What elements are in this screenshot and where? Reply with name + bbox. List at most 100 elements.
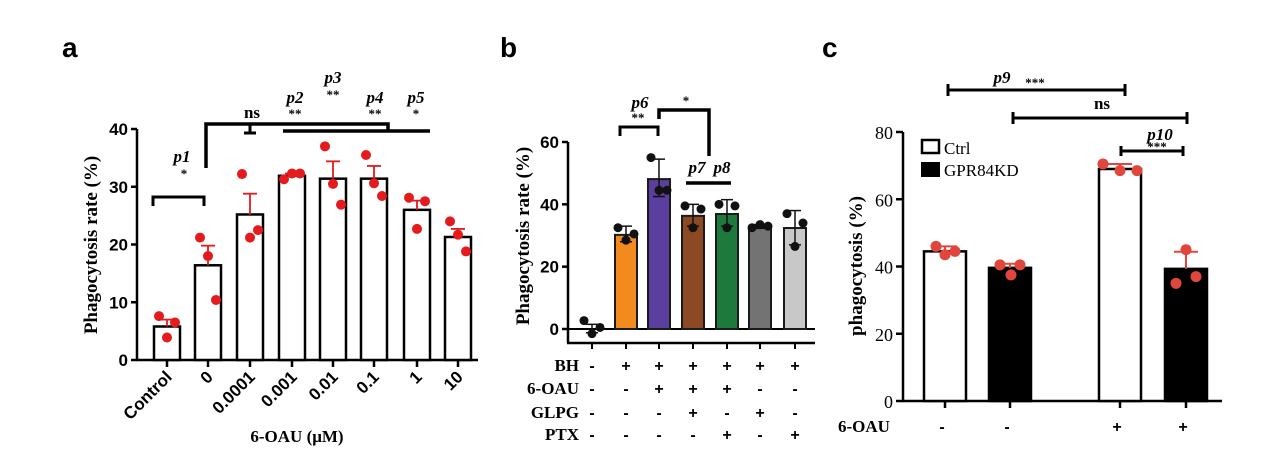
data-point-a xyxy=(453,229,463,240)
y-axis-label-c: phagocytosis (%) xyxy=(846,196,867,336)
data-point-b xyxy=(680,201,690,211)
condition-sign-b: - xyxy=(792,405,797,422)
sig-stars-b: * xyxy=(683,93,690,108)
condition-sign-b: + xyxy=(790,427,799,444)
bracket-ns-a xyxy=(244,124,256,135)
bar-b xyxy=(614,233,638,330)
y-tick-label-c: 40 xyxy=(875,258,893,278)
y-tick-label-c: 80 xyxy=(875,123,893,143)
data-point-a xyxy=(162,332,172,343)
y-tick-label-a: 40 xyxy=(109,120,128,139)
data-point-b xyxy=(579,316,589,326)
data-point-c xyxy=(1097,158,1109,170)
y-tick-label-c: 20 xyxy=(875,325,893,345)
sig-stars-p9: *** xyxy=(1025,75,1045,90)
sig-ns-c: ns xyxy=(1094,94,1110,113)
panel-label-b: b xyxy=(500,32,517,63)
data-point-c xyxy=(1180,244,1192,256)
data-point-a xyxy=(295,168,305,179)
sig-label-a: p5 xyxy=(406,88,426,107)
x-tick-label-a: 0.001 xyxy=(257,367,301,411)
data-point-c xyxy=(1005,269,1017,281)
condition-sign-c: - xyxy=(1004,419,1009,436)
data-point-a xyxy=(445,216,455,227)
sig-label-p6: p6 xyxy=(630,93,650,112)
data-point-b xyxy=(613,223,623,233)
sig-stars-p10: *** xyxy=(1147,139,1167,154)
condition-sign-b: + xyxy=(621,358,630,375)
bar-c xyxy=(922,250,968,403)
data-point-a xyxy=(320,141,330,152)
bar-c xyxy=(987,266,1033,403)
condition-sign-b: - xyxy=(589,405,594,422)
sig-stars-p6: ** xyxy=(632,110,645,125)
data-point-a xyxy=(377,190,387,201)
data-point-b xyxy=(790,241,800,251)
condition-sign-b: - xyxy=(623,427,628,444)
data-point-b xyxy=(688,223,698,233)
data-point-b xyxy=(595,322,605,332)
sig-label-p1: p1 xyxy=(172,147,191,166)
bracket-ns-c xyxy=(1011,112,1189,124)
bracket-star-b xyxy=(657,108,711,156)
condition-sign-b: + xyxy=(688,381,697,398)
legend-label-ctrl: Ctrl xyxy=(944,139,971,158)
condition-label-b: GLPG xyxy=(531,403,579,422)
sig-stars-a: * xyxy=(413,106,420,121)
condition-sign-b: - xyxy=(757,381,762,398)
bar-a xyxy=(152,325,182,362)
data-point-c xyxy=(1170,277,1182,289)
sig-label-p9: p9 xyxy=(992,68,1012,87)
condition-sign-b: - xyxy=(623,405,628,422)
y-tick-label-a: 10 xyxy=(109,293,128,312)
data-point-c xyxy=(949,245,961,257)
data-point-b xyxy=(747,223,757,233)
condition-sign-c: - xyxy=(939,419,944,436)
data-point-c xyxy=(939,249,951,261)
sig-label-p7: p7 xyxy=(687,158,708,177)
condition-sign-b: - xyxy=(656,405,661,422)
data-point-b xyxy=(696,204,706,214)
y-tick-label-c: 0 xyxy=(884,392,893,412)
condition-sign-b: + xyxy=(790,358,799,375)
condition-sign-b: - xyxy=(656,427,661,444)
data-point-b xyxy=(714,199,724,209)
condition-sign-b: + xyxy=(755,358,764,375)
condition-sign-b: - xyxy=(589,427,594,444)
data-point-a xyxy=(336,199,346,210)
condition-sign-b: - xyxy=(589,358,594,375)
data-point-b xyxy=(621,235,631,245)
bar-a xyxy=(359,177,389,362)
condition-sign-b: - xyxy=(792,381,797,398)
condition-sign-c: + xyxy=(1112,419,1121,436)
y-tick-label-c: 60 xyxy=(875,190,893,210)
y-tick-label-b: 20 xyxy=(540,258,559,277)
y-tick-label-b: 60 xyxy=(540,133,559,152)
condition-sign-b: + xyxy=(688,405,697,422)
data-point-b xyxy=(722,223,732,233)
bar-a xyxy=(277,174,307,362)
bar-b xyxy=(748,225,772,330)
data-point-b xyxy=(782,209,792,219)
data-point-c xyxy=(1014,259,1026,271)
sig-stars-a: ** xyxy=(369,106,382,121)
data-point-a xyxy=(328,178,338,189)
condition-label-b: 6-OAU xyxy=(527,379,579,398)
data-point-c xyxy=(1190,271,1202,283)
x-tick-label-a: 0.0001 xyxy=(209,367,259,417)
sig-ns-a: ns xyxy=(244,103,260,122)
x-tick-label-a: 0 xyxy=(197,367,217,387)
data-point-a xyxy=(245,232,255,243)
bracket-p9 xyxy=(946,84,1127,96)
data-point-a xyxy=(203,251,213,262)
y-tick-label-a: 0 xyxy=(119,351,128,370)
y-tick-label-b: 0 xyxy=(550,320,559,339)
data-point-b xyxy=(646,153,656,163)
panel-label-c: c xyxy=(822,32,838,63)
x-tick-label-a: 0.1 xyxy=(353,367,383,397)
y-axis-label-b: Phagocytosis rate (%) xyxy=(513,147,534,325)
sig-stars-a: ** xyxy=(289,106,302,121)
bracket-p1 xyxy=(151,195,206,206)
condition-label-c: 6-OAU xyxy=(838,417,890,436)
